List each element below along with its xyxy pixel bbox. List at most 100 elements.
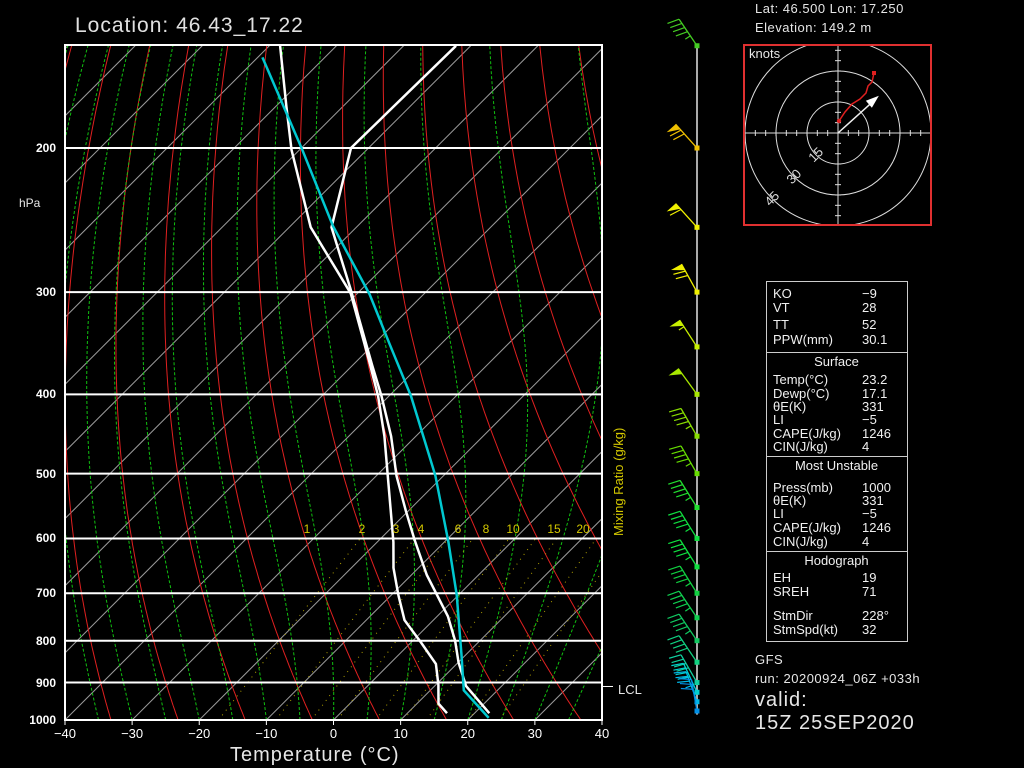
stat-value: 23.2 <box>862 372 888 387</box>
moist-adiabat <box>500 45 602 720</box>
moist-adiabat <box>363 45 415 720</box>
mixing-ratio-label: 20 <box>576 522 590 537</box>
wind-barb <box>668 479 700 511</box>
stat-value: 228° <box>862 608 889 623</box>
lat-lon: Lat: 46.500 Lon: 17.250 <box>755 1 904 16</box>
wind-barb <box>668 407 700 439</box>
stat-value: 4 <box>862 534 870 549</box>
x-tick-label: −30 <box>121 726 144 741</box>
stat-value: 17.1 <box>862 386 888 401</box>
stat-label: SREH <box>773 584 810 599</box>
y-tick-label: 500 <box>35 466 56 481</box>
isotherm <box>65 45 203 184</box>
x-tick-label: −40 <box>53 726 77 741</box>
wind-barb <box>667 18 700 49</box>
isotherm <box>65 45 270 251</box>
mixing-ratio-line <box>375 538 510 720</box>
stat-value: 331 <box>862 399 884 414</box>
hodograph-start-point <box>836 118 842 124</box>
wind-barb <box>668 565 700 596</box>
dry-adiabat <box>211 45 313 720</box>
wind-barbs <box>666 18 700 715</box>
stat-label: VT <box>773 300 790 315</box>
hodograph-ring-label: 15 <box>805 144 826 165</box>
stats-divider <box>766 551 907 552</box>
valid-label: valid: <box>755 689 808 711</box>
x-tick-label: −10 <box>255 726 278 741</box>
moist-adiabat <box>114 45 167 720</box>
isotherm <box>65 115 602 654</box>
wind-barb <box>667 590 700 621</box>
mixing-ratio-label: 1 <box>303 522 311 537</box>
stat-label: PPW(mm) <box>773 332 833 347</box>
moist-adiabat <box>142 45 200 720</box>
stat-label: TT <box>773 317 789 332</box>
dry-adiabat <box>539 45 602 320</box>
x-tick-label: 10 <box>393 726 408 741</box>
stat-value: 52 <box>862 317 877 332</box>
wind-barb <box>667 635 700 665</box>
mixing-ratio-label: 4 <box>417 522 425 537</box>
elevation: Elevation: 149.2 m <box>755 20 872 35</box>
stat-value: 19 <box>862 570 877 585</box>
moist-adiabat <box>315 45 372 720</box>
moist-adiabat <box>86 45 133 720</box>
x-axis-title: Temperature (°C) <box>230 744 400 766</box>
wind-barb <box>679 678 700 714</box>
temperature-line <box>330 45 491 715</box>
isotherm <box>65 48 602 587</box>
wind-barb <box>666 203 700 230</box>
stat-value: 30.1 <box>862 332 888 347</box>
dry-adiabat <box>920 21 1024 737</box>
y-tick-label: 900 <box>35 675 56 690</box>
moist-adiabat <box>420 45 467 720</box>
dewpoint-line <box>278 45 448 715</box>
stat-label: θE(K) <box>773 493 807 508</box>
y-tick-label: 400 <box>35 387 56 402</box>
isotherm <box>65 45 472 453</box>
pressure-gridlines <box>64 147 613 725</box>
y-tick-label: 300 <box>35 285 56 300</box>
isotherm <box>266 383 602 720</box>
location-title: Location: 46.43_17.22 <box>75 14 304 37</box>
dry-adiabat <box>299 45 448 720</box>
stat-label: CAPE(J/kg) <box>773 520 841 535</box>
stat-value: 28 <box>862 300 877 315</box>
wind-barb <box>670 263 700 295</box>
moist-adiabat <box>171 45 234 720</box>
stats-divider <box>766 352 907 353</box>
hodograph-ring-label: 45 <box>761 188 782 209</box>
lcl-label: LCL <box>618 682 642 697</box>
stat-label: CIN(J/kg) <box>773 534 828 549</box>
y-tick-label: 700 <box>35 586 56 601</box>
y-tick-label: 600 <box>35 531 56 546</box>
x-tick-label: −20 <box>188 726 211 741</box>
wind-barb <box>666 123 700 151</box>
stat-label: θE(K) <box>773 399 807 414</box>
mixing-ratio-label: 2 <box>358 522 366 537</box>
mixing-ratio-line <box>426 538 558 720</box>
moist-adiabat <box>467 45 529 720</box>
stat-label: Dewp(°C) <box>773 386 830 401</box>
wind-barb <box>668 445 700 477</box>
dry-adiabat <box>997 21 1024 737</box>
mixing-ratio-line <box>311 538 449 720</box>
stat-value: 32 <box>862 622 877 637</box>
hodograph-ring-label: 30 <box>783 166 804 187</box>
stat-label: CAPE(J/kg) <box>773 426 841 441</box>
mixing-ratio-label: 15 <box>547 522 561 537</box>
isotherm <box>198 316 602 720</box>
mixing-ratio-title: Mixing Ratio (g/kg) <box>611 427 626 536</box>
dry-adiabat <box>461 45 602 552</box>
stat-label: StmSpd(kt) <box>773 622 839 637</box>
section-title: Surface <box>814 354 859 369</box>
mixing-ratio-label: 6 <box>454 522 462 537</box>
wind-barb <box>668 510 700 541</box>
wind-barb <box>668 368 700 397</box>
moist-adiabat <box>236 45 301 720</box>
dry-adiabat <box>958 21 1024 737</box>
stat-label: LI <box>773 412 784 427</box>
x-tick-label: 30 <box>527 726 543 741</box>
stats-panel <box>766 281 908 642</box>
